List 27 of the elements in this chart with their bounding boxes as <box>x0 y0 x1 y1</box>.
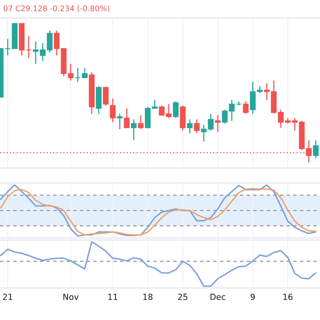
candlestick <box>74 67 81 82</box>
candlestick <box>194 118 200 134</box>
candlestick <box>186 118 193 134</box>
candlestick <box>124 108 130 128</box>
x-tick-label: Dec <box>210 294 226 300</box>
candlestick <box>242 100 249 114</box>
candlestick <box>26 36 32 59</box>
x-tick-label: 11 <box>108 294 118 300</box>
candlestick <box>96 86 102 114</box>
candlestick <box>116 113 123 130</box>
x-tick-label: 18 <box>143 294 152 300</box>
candlestick <box>172 100 179 119</box>
x-tick-label: 25 <box>178 294 188 300</box>
candlestick <box>110 98 116 123</box>
candlestick <box>312 140 319 159</box>
candlestick <box>102 86 109 106</box>
candlestick <box>4 38 11 56</box>
candlestick <box>130 118 137 141</box>
candlestick <box>138 114 144 130</box>
x-tick-label: 21 <box>3 294 12 300</box>
x-tick-label: Nov <box>63 294 79 300</box>
x-tick-label: 16 <box>283 294 293 300</box>
candlestick <box>214 114 221 132</box>
candlestick <box>236 100 242 106</box>
candlestick <box>180 104 186 132</box>
x-tick-label: 9 <box>250 294 255 300</box>
candlestick <box>82 67 88 78</box>
